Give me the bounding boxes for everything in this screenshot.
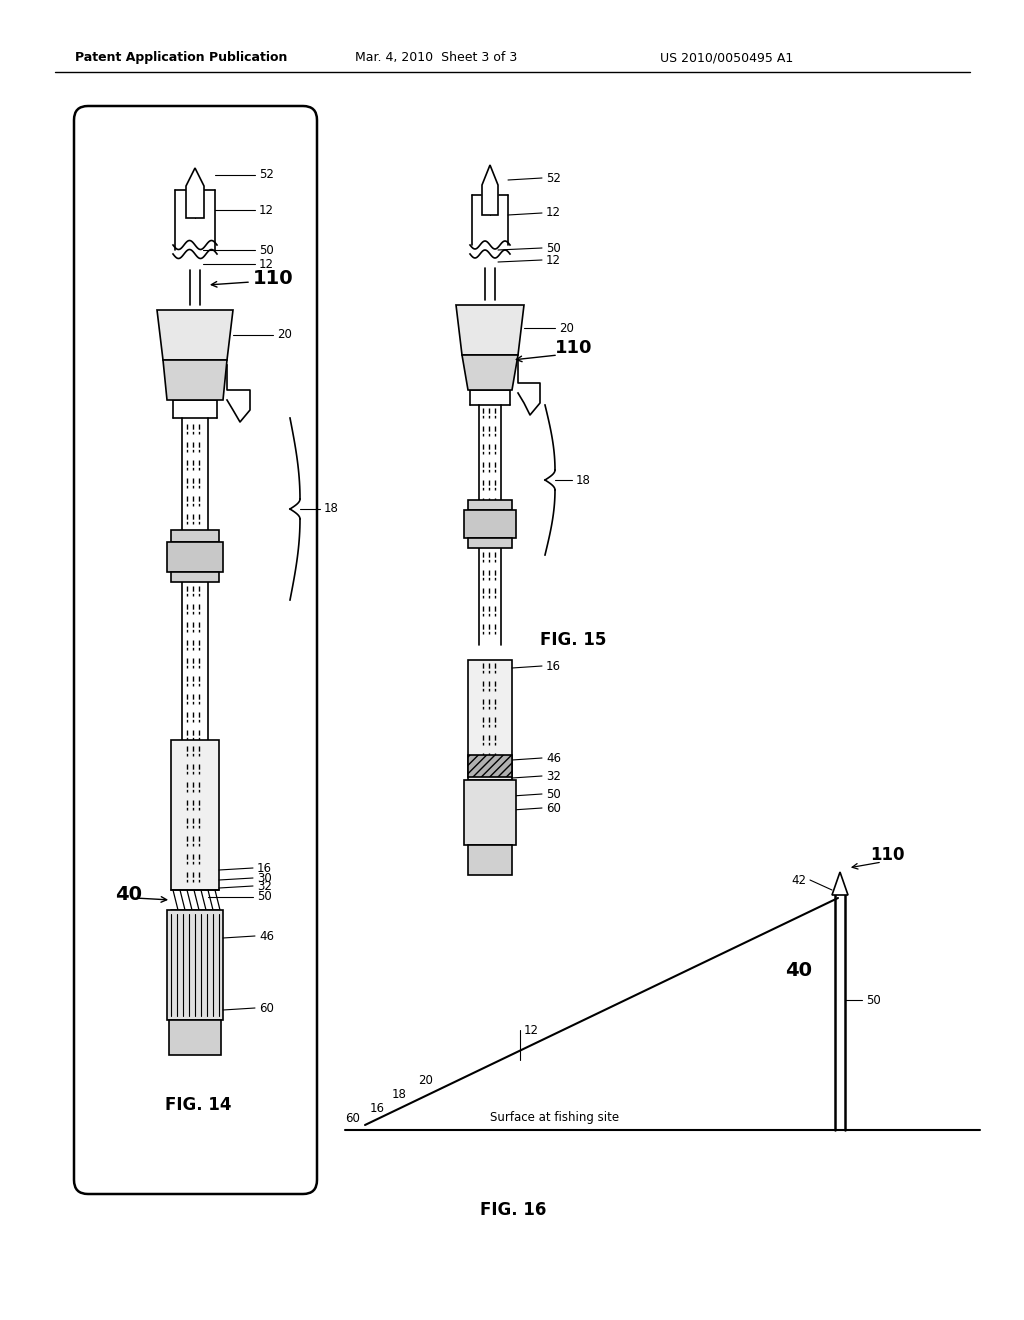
- Text: FIG. 16: FIG. 16: [480, 1201, 547, 1218]
- Polygon shape: [831, 873, 848, 895]
- Text: 18: 18: [324, 503, 339, 516]
- Text: 16: 16: [257, 862, 272, 874]
- Polygon shape: [157, 310, 233, 360]
- Polygon shape: [163, 360, 227, 400]
- Text: 30: 30: [257, 871, 271, 884]
- Text: 50: 50: [866, 994, 881, 1006]
- Bar: [468, 500, 512, 510]
- Bar: [167, 543, 223, 572]
- Bar: [468, 660, 512, 780]
- Text: FIG. 15: FIG. 15: [540, 631, 606, 649]
- Text: Patent Application Publication: Patent Application Publication: [75, 51, 288, 65]
- Text: 16: 16: [546, 660, 561, 672]
- Text: 50: 50: [546, 242, 561, 255]
- Text: 32: 32: [257, 879, 272, 892]
- Text: 42: 42: [791, 874, 806, 887]
- Bar: [167, 909, 223, 1020]
- Text: 52: 52: [259, 169, 273, 181]
- FancyBboxPatch shape: [74, 106, 317, 1195]
- Text: 110: 110: [870, 846, 904, 865]
- Text: 18: 18: [575, 474, 591, 487]
- Text: 40: 40: [115, 886, 142, 904]
- Bar: [464, 510, 516, 539]
- Text: Surface at fishing site: Surface at fishing site: [490, 1111, 620, 1125]
- Text: 12: 12: [524, 1023, 539, 1036]
- Polygon shape: [186, 168, 204, 218]
- Text: US 2010/0050495 A1: US 2010/0050495 A1: [660, 51, 794, 65]
- Bar: [171, 741, 219, 890]
- Text: 16: 16: [370, 1101, 385, 1114]
- Text: 50: 50: [546, 788, 561, 800]
- Text: 50: 50: [259, 243, 273, 256]
- Text: 46: 46: [259, 929, 274, 942]
- Text: 12: 12: [259, 257, 274, 271]
- Text: 110: 110: [253, 268, 294, 288]
- Polygon shape: [462, 355, 518, 389]
- Text: Mar. 4, 2010  Sheet 3 of 3: Mar. 4, 2010 Sheet 3 of 3: [355, 51, 517, 65]
- Text: 50: 50: [257, 891, 271, 903]
- Text: 46: 46: [546, 751, 561, 764]
- Bar: [468, 755, 512, 777]
- Text: 20: 20: [559, 322, 573, 334]
- Text: 52: 52: [546, 172, 561, 185]
- Polygon shape: [482, 165, 498, 215]
- Bar: [464, 780, 516, 845]
- Text: 60: 60: [546, 801, 561, 814]
- Text: 12: 12: [546, 253, 561, 267]
- Text: 20: 20: [278, 329, 292, 342]
- Text: 20: 20: [418, 1073, 433, 1086]
- Text: 18: 18: [392, 1089, 407, 1101]
- Bar: [169, 1020, 221, 1055]
- Bar: [468, 539, 512, 548]
- Text: 60: 60: [345, 1111, 359, 1125]
- Text: 12: 12: [546, 206, 561, 219]
- Text: 32: 32: [546, 770, 561, 783]
- Text: 40: 40: [785, 961, 812, 979]
- Bar: [468, 845, 512, 875]
- Bar: [171, 572, 219, 582]
- Text: 12: 12: [259, 203, 274, 216]
- Text: 60: 60: [259, 1002, 273, 1015]
- Polygon shape: [456, 305, 524, 355]
- Text: FIG. 14: FIG. 14: [165, 1096, 231, 1114]
- Bar: [171, 531, 219, 543]
- Text: 110: 110: [555, 339, 593, 356]
